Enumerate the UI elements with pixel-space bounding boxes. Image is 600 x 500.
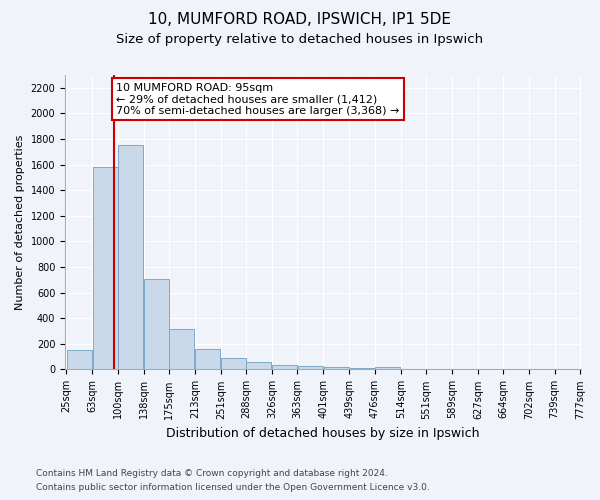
Bar [350, 368, 374, 370]
Text: Contains HM Land Registry data © Crown copyright and database right 2024.: Contains HM Land Registry data © Crown c… [36, 468, 388, 477]
Bar [298, 366, 323, 370]
Text: 10 MUMFORD ROAD: 95sqm
← 29% of detached houses are smaller (1,412)
70% of semi-: 10 MUMFORD ROAD: 95sqm ← 29% of detached… [116, 82, 400, 116]
Bar [118, 145, 143, 370]
Bar [323, 367, 349, 370]
Text: Contains public sector information licensed under the Open Government Licence v3: Contains public sector information licen… [36, 484, 430, 492]
X-axis label: Distribution of detached houses by size in Ipswich: Distribution of detached houses by size … [166, 427, 480, 440]
Bar [221, 358, 246, 370]
Bar [67, 350, 92, 370]
Bar [272, 365, 298, 370]
Bar [195, 349, 220, 370]
Bar [247, 362, 271, 370]
Y-axis label: Number of detached properties: Number of detached properties [15, 134, 25, 310]
Text: Size of property relative to detached houses in Ipswich: Size of property relative to detached ho… [116, 32, 484, 46]
Bar [169, 329, 194, 370]
Bar [144, 278, 169, 370]
Text: 10, MUMFORD ROAD, IPSWICH, IP1 5DE: 10, MUMFORD ROAD, IPSWICH, IP1 5DE [149, 12, 452, 28]
Bar [375, 367, 400, 370]
Bar [92, 166, 118, 370]
